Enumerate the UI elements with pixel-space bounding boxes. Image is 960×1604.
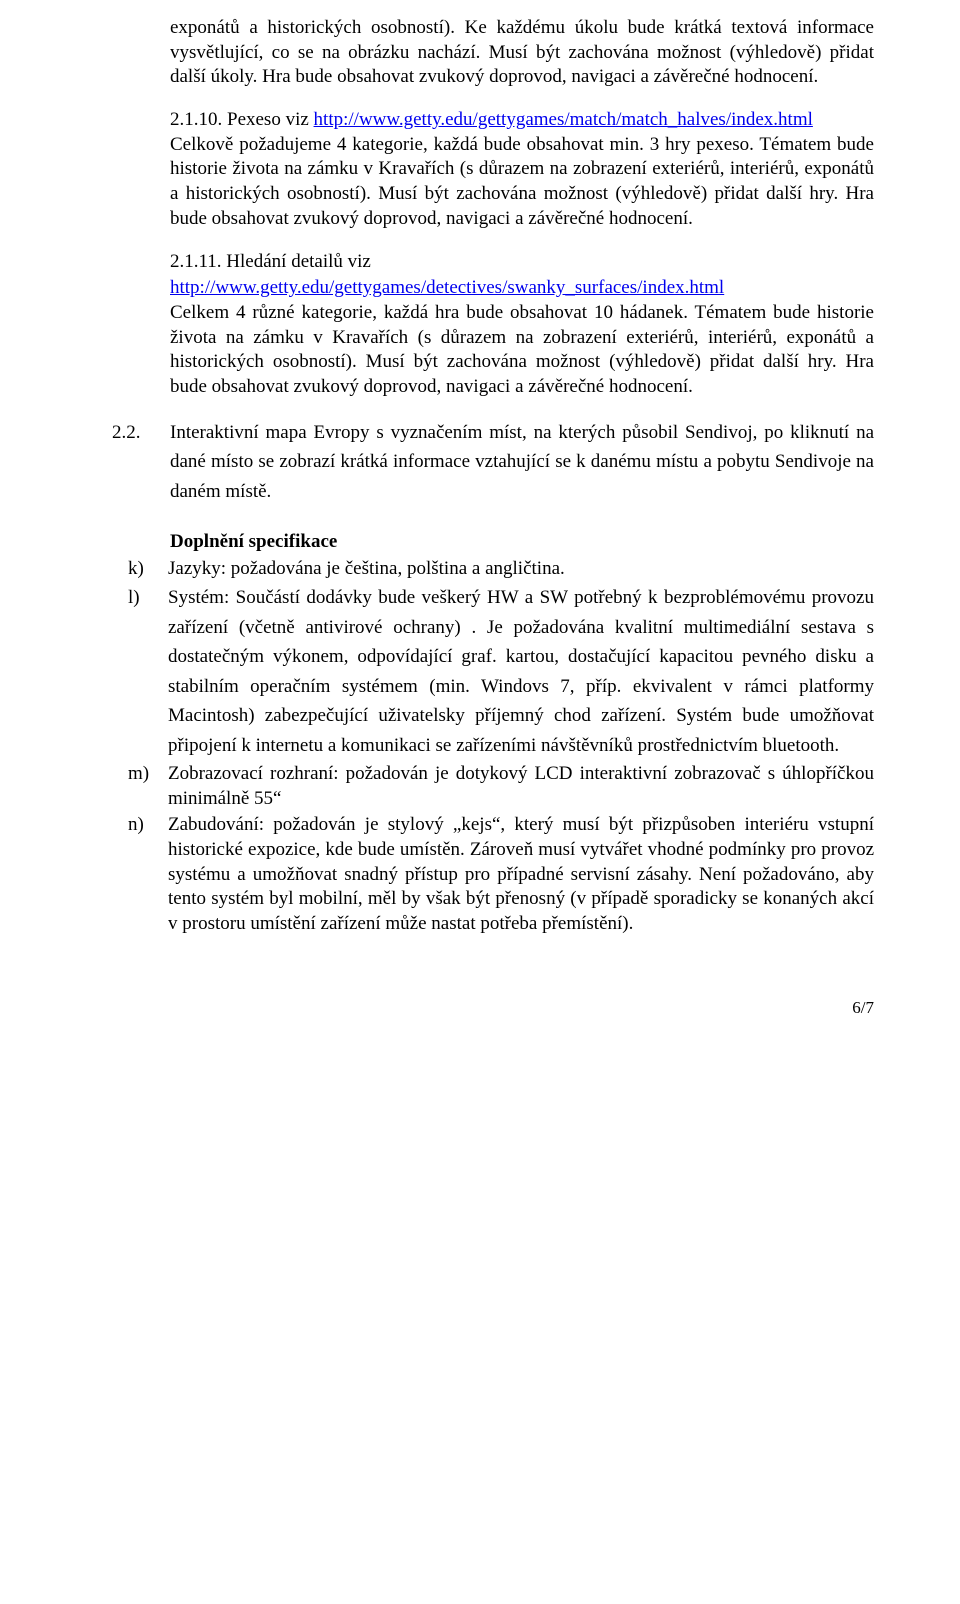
list-body: Interaktivní mapa Evropy s vyznačením mí…: [170, 418, 874, 506]
spec-item-k: k) Jazyky: požadována je čeština, polšti…: [170, 557, 874, 582]
spec-item-n: n) Zabudování: požadován je stylový „kej…: [170, 813, 874, 936]
section-body: Celkově požadujeme 4 kategorie, každá bu…: [170, 134, 874, 229]
spec-label: m): [128, 762, 168, 787]
spec-item-l: l) Systém: Součástí dodávky bude veškerý…: [170, 583, 874, 760]
spec-body: Systém: Součástí dodávky bude veškerý HW…: [168, 583, 874, 760]
spec-body: Zobrazovací rozhraní: požadován je dotyk…: [168, 762, 874, 811]
spec-label: l): [128, 583, 168, 612]
spec-label: k): [128, 557, 168, 582]
section-2-1-11-head: 2.1.11. Hledání detailů viz: [170, 250, 874, 275]
section-number: 2.1.11.: [170, 251, 226, 272]
pexeso-link[interactable]: http://www.getty.edu/gettygames/match/ma…: [314, 109, 813, 130]
spec-item-m: m) Zobrazovací rozhraní: požadován je do…: [170, 762, 874, 811]
paragraph-continuation: exponátů a historických osobností). Ke k…: [170, 16, 874, 90]
spec-title: Doplnění specifikace: [170, 530, 874, 555]
page-number: 6/7: [112, 997, 874, 1019]
section-2-1-11-body: http://www.getty.edu/gettygames/detectiv…: [170, 276, 874, 399]
spec-body: Zabudování: požadován je stylový „kejs“,…: [168, 813, 874, 936]
section-lead-text: Hledání detailů viz: [226, 251, 371, 272]
section-body: Celkem 4 různé kategorie, každá hra bude…: [170, 302, 874, 397]
section-2-2: 2.2. Interaktivní mapa Evropy s vyznačen…: [112, 418, 874, 506]
section-lead-text: Pexeso viz: [227, 109, 314, 130]
detectives-link[interactable]: http://www.getty.edu/gettygames/detectiv…: [170, 277, 724, 298]
section-2-1-10: 2.1.10. Pexeso viz http://www.getty.edu/…: [170, 108, 874, 231]
spec-label: n): [128, 813, 168, 838]
section-number: 2.1.10.: [170, 109, 227, 130]
list-label: 2.2.: [112, 418, 170, 447]
spec-body: Jazyky: požadována je čeština, polština …: [168, 557, 874, 582]
